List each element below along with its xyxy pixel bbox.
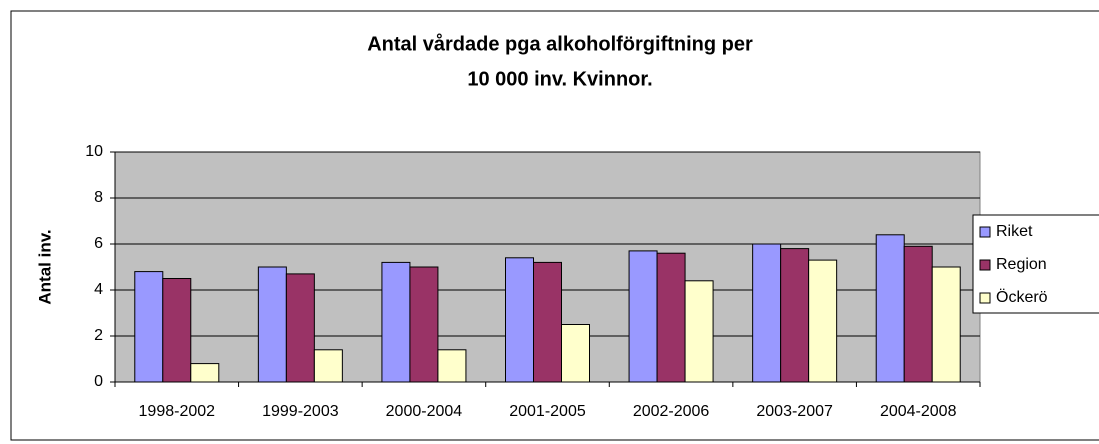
bar [628, 250, 658, 383]
bar [780, 248, 810, 383]
bar [875, 234, 905, 383]
bar [505, 257, 534, 383]
legend-label: Region [996, 256, 1047, 273]
y-tick-label: 10 [85, 143, 103, 160]
y-tick-label: 2 [94, 327, 103, 344]
bar [162, 278, 192, 383]
bar [533, 261, 562, 383]
bar [190, 363, 220, 383]
legend-label: Riket [996, 223, 1033, 240]
bar [437, 349, 467, 383]
bar [561, 324, 590, 383]
bar [313, 349, 343, 383]
x-tick-label: 2002-2006 [633, 403, 710, 420]
x-tick-label: 2003-2007 [756, 403, 833, 420]
bar [409, 266, 439, 383]
legend-swatch [979, 259, 991, 271]
y-tick-label: 6 [94, 235, 103, 252]
chart-title: 10 000 inv. Kvinnor. [467, 68, 652, 90]
x-tick-label: 1999-2003 [262, 403, 339, 420]
bar [931, 266, 961, 383]
bar [134, 271, 164, 383]
y-axis-title: Antal inv. [35, 229, 54, 304]
x-tick-label: 1998-2002 [139, 403, 216, 420]
chart-title: Antal vårdade pga alkoholförgiftning per [367, 32, 753, 55]
legend-swatch [979, 226, 991, 238]
bar [381, 261, 411, 383]
legend-swatch [979, 292, 991, 304]
bar [903, 245, 933, 383]
bar [752, 243, 782, 383]
bar [285, 273, 315, 383]
y-tick-label: 8 [94, 189, 103, 206]
y-tick-label: 0 [94, 373, 103, 390]
legend-box [972, 214, 1099, 314]
bar [684, 280, 714, 383]
bar [808, 259, 838, 383]
bar [656, 252, 686, 383]
bar [257, 266, 287, 383]
y-tick-label: 4 [94, 281, 103, 298]
legend-label: Öckerö [996, 288, 1048, 306]
x-tick-label: 2001-2005 [509, 403, 586, 420]
x-tick-label: 2000-2004 [386, 403, 463, 420]
x-tick-label: 2004-2008 [880, 403, 957, 420]
